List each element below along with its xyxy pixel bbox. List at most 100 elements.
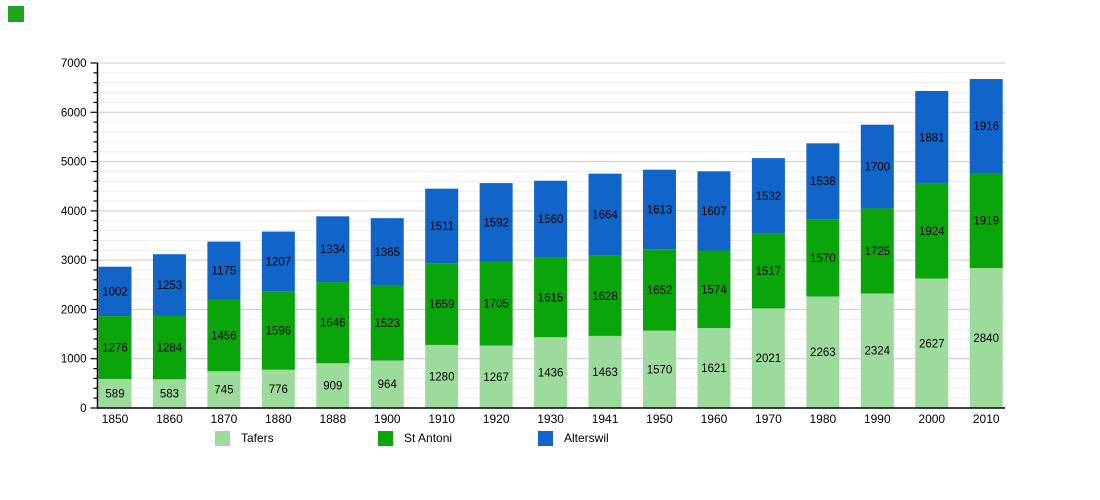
- bar-segment-tafers-1930: [534, 337, 568, 408]
- x-axis-tick-label: 1880: [265, 412, 292, 426]
- bar-value-label: 1725: [865, 246, 891, 258]
- bar-value-label: 1267: [483, 372, 509, 384]
- bar-segment-st-antoni-1960: [697, 250, 731, 329]
- x-axis-tick-label: 1920: [483, 412, 510, 426]
- bar-value-label: 583: [160, 389, 179, 401]
- x-axis-tick-label: 2010: [973, 412, 1000, 426]
- legend-label-tafers: Tafers: [241, 431, 274, 445]
- bar-value-label: 1628: [592, 291, 618, 303]
- x-axis-tick-label: 2000: [918, 412, 945, 426]
- bar-value-label: 2840: [973, 333, 999, 345]
- y-axis-tick-label: 7000: [61, 58, 87, 70]
- alterswil-color-swatch: [538, 430, 553, 446]
- bar-segment-tafers-2000: [915, 278, 949, 408]
- bar-segment-st-antoni-1930: [534, 257, 568, 338]
- bar-segment-st-antoni-1880: [261, 291, 295, 370]
- bar-value-label: 1919: [973, 216, 999, 228]
- bar-value-label: 1517: [756, 266, 782, 278]
- st-antoni-color-swatch: [378, 430, 393, 446]
- x-axis-tick-label: 1850: [102, 412, 129, 426]
- legend-item-alterswil: Alterswil: [538, 430, 609, 446]
- legend-item-tafers: Tafers: [215, 430, 274, 446]
- x-axis-tick-label: 1990: [864, 412, 891, 426]
- bar-value-label: 1276: [102, 343, 128, 355]
- bar-segment-tafers-1950: [643, 330, 676, 408]
- bar-value-label: 1523: [374, 318, 400, 330]
- bar-value-label: 2627: [919, 338, 945, 350]
- stacked-bar-chart: 589 1276 1002 1850 583 1284 1253 1860 745 1456 117…: [61, 58, 1005, 426]
- bar-segment-alterswil-2000: [915, 90, 949, 184]
- bar-segment-alterswil-2010: [969, 79, 1003, 174]
- bar-value-label: 1436: [538, 368, 564, 380]
- bar-value-label: 1365: [374, 247, 400, 259]
- bar-segment-alterswil-1970: [751, 158, 785, 234]
- bar-value-label: 1574: [701, 284, 727, 296]
- bar-segment-tafers-1990: [860, 293, 894, 408]
- x-axis-tick-label: 1941: [592, 412, 619, 426]
- bar-segment-alterswil-1990: [860, 124, 894, 209]
- bar-value-label: 1881: [919, 132, 945, 144]
- bar-value-label: 1253: [157, 280, 183, 292]
- y-axis-tick-label: 1000: [61, 354, 87, 366]
- bar-value-label: 1916: [973, 121, 999, 133]
- bar-value-label: 1570: [647, 364, 673, 376]
- bar-value-label: 1646: [320, 318, 346, 330]
- x-axis-tick-label: 1950: [646, 412, 673, 426]
- bar-segment-st-antoni-1860: [152, 315, 186, 380]
- bar-value-label: 1664: [592, 210, 618, 222]
- bar-segment-alterswil-1941: [588, 173, 622, 256]
- bar-value-label: 1284: [157, 343, 183, 355]
- bar-segment-alterswil-1910: [425, 188, 459, 264]
- bar-segment-tafers-1960: [697, 328, 731, 408]
- bar-value-label: 2021: [756, 353, 782, 365]
- bar-segment-tafers-1880: [261, 369, 295, 408]
- bar-segment-alterswil-1920: [479, 183, 513, 262]
- bar-segment-st-antoni-2010: [969, 173, 1003, 269]
- bar-segment-alterswil-1980: [806, 143, 840, 220]
- bar-segment-st-antoni-1888: [316, 282, 350, 364]
- x-axis-tick-label: 1960: [701, 412, 728, 426]
- bar-segment-tafers-1860: [152, 379, 186, 408]
- bar-value-label: 1560: [538, 214, 564, 226]
- bar-value-label: 1621: [701, 363, 727, 375]
- bar-value-label: 1538: [810, 176, 836, 188]
- x-axis-tick-label: 1910: [428, 412, 455, 426]
- x-axis-tick-label: 1900: [374, 412, 401, 426]
- bar-value-label: 1456: [211, 330, 237, 342]
- x-axis-tick-label: 1860: [156, 412, 183, 426]
- bar-value-label: 964: [378, 379, 398, 391]
- bar-segment-st-antoni-1920: [479, 261, 513, 346]
- bar-segment-st-antoni-1910: [425, 263, 459, 345]
- bar-value-label: 1700: [865, 162, 891, 174]
- bar-value-label: 1652: [647, 285, 673, 297]
- bar-value-label: 1613: [647, 204, 673, 216]
- bar-segment-alterswil-1900: [370, 218, 404, 286]
- bar-segment-alterswil-1880: [261, 231, 295, 292]
- bar-value-label: 1207: [266, 256, 292, 268]
- bar-value-label: 1596: [266, 325, 292, 337]
- legend-label-alterswil: Alterswil: [564, 431, 609, 445]
- x-axis-tick-label: 1870: [211, 412, 238, 426]
- legend-label-st-antoni: St Antoni: [404, 431, 453, 445]
- bar-segment-alterswil-1950: [643, 169, 676, 250]
- y-axis-tick-label: 0: [80, 403, 86, 415]
- bar-value-label: 1705: [483, 299, 509, 311]
- bar-segment-tafers-1850: [98, 378, 132, 408]
- bar-segment-tafers-1920: [479, 345, 513, 408]
- bar-value-label: 1280: [429, 371, 455, 383]
- bar-segment-tafers-1941: [588, 335, 622, 408]
- bar-value-label: 2324: [865, 346, 891, 358]
- bar-segment-alterswil-1960: [697, 171, 731, 251]
- bar-segment-tafers-2010: [969, 268, 1003, 408]
- bar-segment-tafers-1888: [316, 363, 350, 408]
- bar-value-label: 1607: [701, 206, 727, 218]
- bar-value-label: 909: [323, 381, 342, 393]
- bar-segment-st-antoni-1870: [207, 299, 241, 372]
- bar-value-label: 1334: [320, 244, 346, 256]
- bar-segment-st-antoni-1900: [370, 285, 404, 361]
- bar-segment-alterswil-1888: [316, 216, 350, 283]
- x-axis-tick-label: 1970: [755, 412, 782, 426]
- y-axis-tick-label: 5000: [61, 157, 87, 169]
- bar-segment-st-antoni-2000: [915, 183, 949, 279]
- bar-segment-alterswil-1850: [98, 266, 132, 317]
